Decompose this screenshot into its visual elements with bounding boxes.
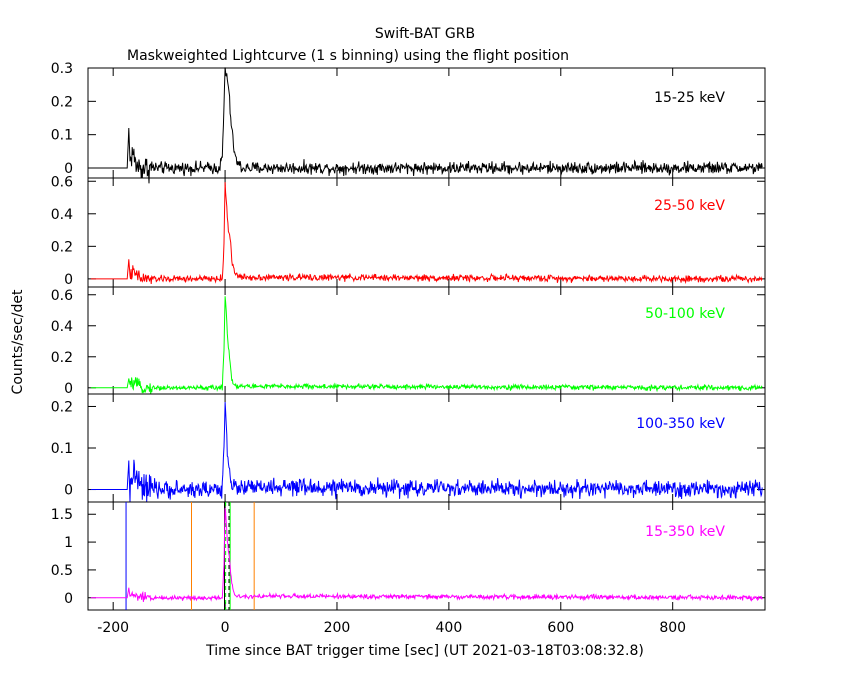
y-tick-label: 0.4 — [51, 207, 73, 223]
y-tick-label: 0 — [64, 272, 73, 288]
x-tick-label: -200 — [97, 620, 129, 636]
panel-frame — [87, 286, 766, 395]
band-label: 50-100 keV — [645, 306, 725, 322]
band-label: 25-50 keV — [654, 198, 725, 214]
y-tick-label: 1.5 — [51, 507, 73, 523]
series-line — [90, 401, 763, 503]
y-axis-label: Counts/sec/det — [10, 289, 26, 394]
y-tick-label: 0.2 — [51, 239, 73, 255]
series-line — [90, 67, 763, 184]
y-tick-label: 0.2 — [51, 94, 73, 110]
x-tick-label: 800 — [659, 620, 686, 636]
y-tick-label: 0 — [64, 381, 73, 397]
x-tick-label: 600 — [547, 620, 574, 636]
panel-1: 0 0.1 0.2 0.3 15-25 keV — [51, 61, 766, 184]
y-tick-label: 0.1 — [51, 441, 73, 457]
figure-title: Swift-BAT GRB — [375, 26, 475, 42]
y-tick-label: 1 — [64, 535, 73, 551]
x-tick-label: 200 — [324, 620, 351, 636]
y-tick-label: 0.4 — [51, 319, 73, 335]
y-tick-label: 0 — [64, 591, 73, 607]
band-label: 15-350 keV — [645, 524, 725, 540]
y-tick-label: 0 — [64, 483, 73, 499]
panel-2: 0 0.2 0.4 0.6 25-50 keV — [51, 174, 766, 288]
panel-frame — [87, 177, 766, 288]
y-tick-label: 0.1 — [51, 128, 73, 144]
series-line — [90, 508, 763, 602]
x-tick-label: 0 — [221, 620, 230, 636]
y-tick-label: 0.3 — [51, 61, 73, 77]
panel-3: 0 0.2 0.4 0.6 50-100 keV — [51, 286, 766, 397]
x-axis-label: Time since BAT trigger time [sec] (UT 20… — [205, 643, 644, 659]
y-tick-label: 0 — [64, 161, 73, 177]
series-line — [90, 296, 763, 394]
y-tick-label: 0.2 — [51, 350, 73, 366]
panel-frame — [87, 67, 766, 179]
band-label: 15-25 keV — [654, 90, 725, 106]
panel-frame — [87, 501, 766, 611]
band-label: 100-350 keV — [636, 416, 725, 432]
panel-4: 0 0.1 0.2 100-350 keV — [51, 393, 766, 503]
panel-5: 0 0.5 1 1.5 15-350 keV -200 0 200 400 600 800 — [51, 501, 766, 636]
y-tick-label: 0.6 — [51, 288, 73, 304]
y-tick-label: 0.2 — [51, 399, 73, 415]
y-tick-label: 0.5 — [51, 563, 73, 579]
x-tick-label: 400 — [436, 620, 463, 636]
series-line — [90, 182, 763, 285]
y-tick-label: 0.6 — [51, 174, 73, 190]
figure-subtitle: Maskweighted Lightcurve (1 s binning) us… — [127, 48, 569, 64]
